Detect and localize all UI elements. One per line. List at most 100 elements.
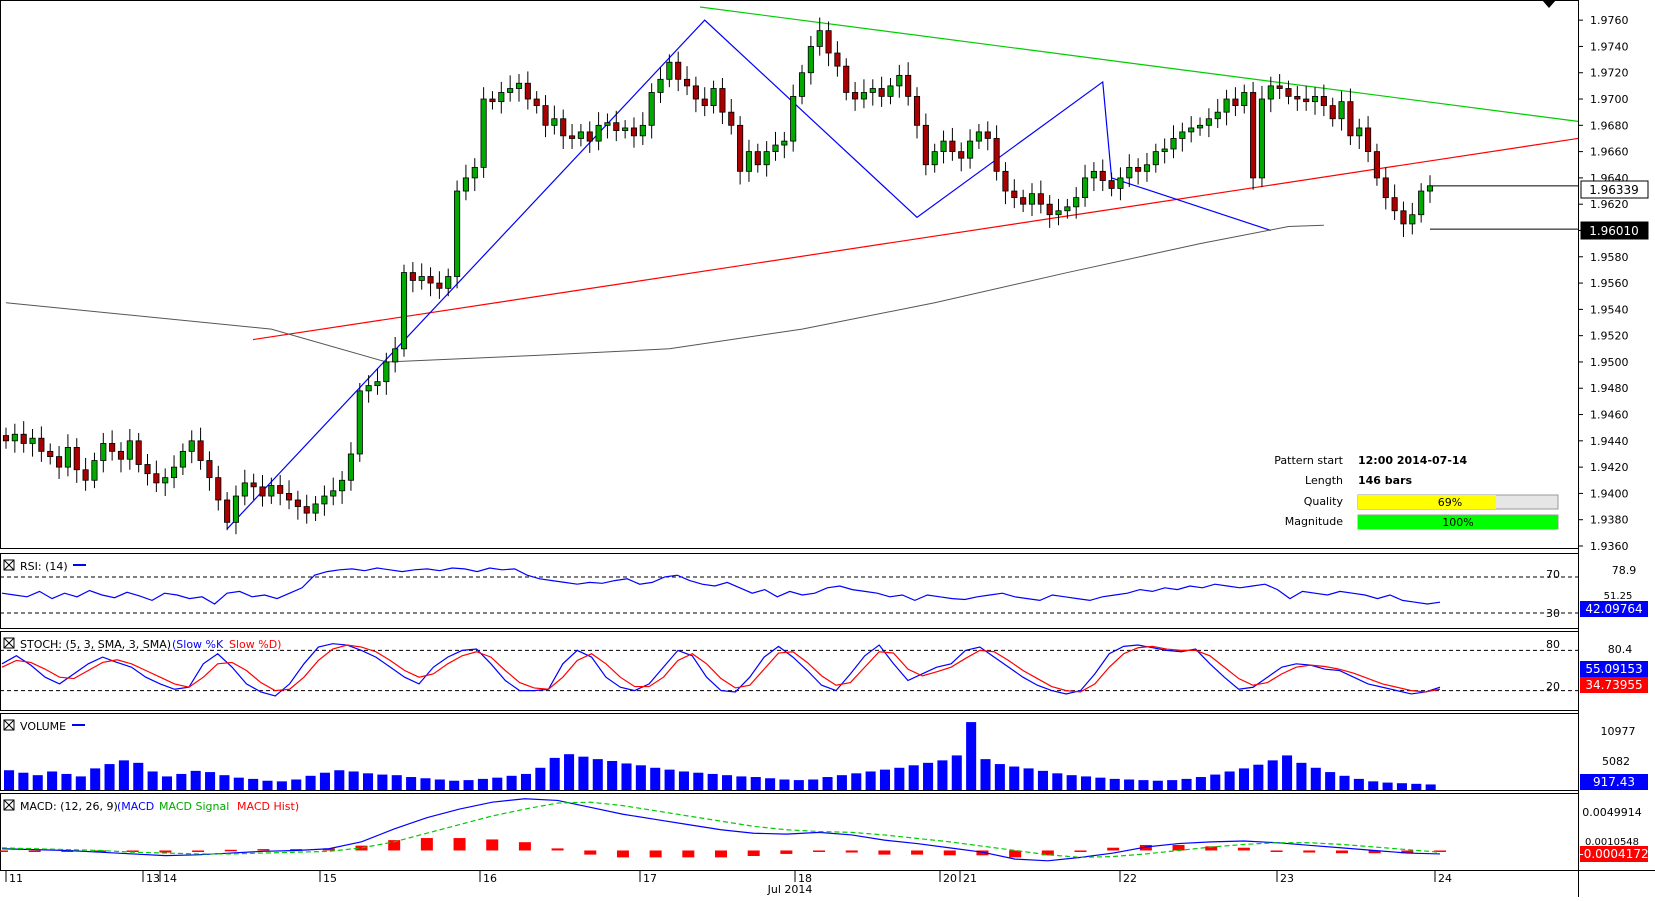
x-tick-label: 22 (1123, 872, 1137, 885)
macd-signal-legend: MACD Signal (159, 800, 229, 813)
rsi-close-icon[interactable] (3, 559, 15, 571)
macd-hist-bar (1009, 850, 1022, 858)
candle-body (1391, 197, 1398, 212)
volume-bar (506, 775, 517, 790)
price-tick-label: 1.9400 (1590, 487, 1629, 500)
volume-bar (1353, 778, 1364, 790)
candle-body (692, 85, 699, 100)
candle-body (1064, 206, 1071, 212)
candle-body (321, 495, 328, 505)
volume-bar (363, 773, 374, 790)
volume-bar (61, 773, 72, 790)
volume-bar (248, 778, 259, 790)
candle-body (1356, 127, 1363, 137)
volume-bar (923, 762, 934, 790)
stoch-k-legend: (Slow %K (172, 638, 224, 651)
volume-bar (1339, 775, 1350, 790)
volume-bar (980, 759, 991, 790)
magnitude-label: Magnitude (1285, 515, 1344, 528)
volume-close-icon[interactable] (3, 719, 15, 731)
candle-body (197, 440, 204, 461)
candle-body (1055, 210, 1062, 216)
stoch-d-line (1, 644, 1441, 693)
candle-body (807, 46, 814, 74)
volume-tick-mid: 5082 (1602, 755, 1630, 768)
stoch-level-20: 20 (1546, 680, 1560, 693)
candle-body (887, 85, 894, 97)
volume-bar (1081, 776, 1092, 790)
candle-body (64, 447, 71, 468)
candle-body (1294, 95, 1301, 100)
price-tick-label: 1.9620 (1590, 198, 1629, 211)
macd-hist-bar (126, 850, 139, 852)
candle-body (303, 506, 310, 514)
candle-body (710, 88, 717, 106)
volume-bar (664, 769, 675, 790)
price-tick-label: 1.9760 (1590, 14, 1629, 27)
rsi-title: RSI: (14) (20, 560, 68, 573)
macd-hist-bar (388, 840, 401, 851)
volume-bar (635, 765, 646, 790)
volume-bar (678, 771, 689, 790)
candle-body (542, 105, 549, 126)
price-tick-label: 1.9660 (1590, 146, 1629, 159)
stoch-close-icon[interactable] (3, 637, 15, 649)
volume-bar (722, 775, 733, 790)
pattern-info: Pattern start 12:00 2014-07-14 Length 14… (1274, 454, 1559, 530)
macd-hist-bar (1139, 844, 1152, 851)
stoch-k-line (1, 643, 1441, 697)
candle-body (975, 131, 982, 142)
volume-plot (4, 722, 1436, 790)
candle-body (241, 482, 248, 497)
price-tick-label: 1.9580 (1590, 251, 1629, 264)
volume-current-value: 917.43 (1593, 775, 1635, 789)
candle-body (905, 74, 912, 97)
candle-body (507, 88, 514, 93)
candle-body (657, 78, 664, 93)
volume-bar (233, 777, 244, 790)
volume-bar (736, 776, 747, 790)
volume-bar (707, 773, 718, 790)
candle-body (162, 477, 169, 484)
scroll-down-icon[interactable] (1542, 0, 1556, 8)
candle-body (1020, 197, 1027, 205)
candle-body (630, 127, 638, 137)
macd-hist-bar (780, 850, 793, 854)
macd-close-icon[interactable] (3, 799, 15, 811)
support-price-text: 1.96010 (1589, 224, 1639, 238)
candle-body (29, 437, 36, 444)
volume-bar (535, 767, 546, 790)
price-tick-label: 1.9720 (1590, 67, 1629, 80)
candle-body (569, 135, 576, 139)
candle-body (445, 276, 452, 289)
candle-body (91, 460, 98, 481)
macd-hist-bar (224, 849, 237, 852)
volume-bar (1238, 768, 1250, 790)
stoch-plot (0, 643, 1578, 697)
candle-body (427, 276, 434, 284)
volume-bar (47, 771, 58, 790)
candle-body (232, 495, 240, 523)
moving-average (5, 224, 1324, 363)
candle-body (418, 276, 425, 281)
candle-body (144, 464, 151, 475)
price-tick-label: 1.9680 (1590, 119, 1629, 132)
candle-body (1250, 92, 1257, 179)
volume-tick-high: 10977 (1601, 725, 1636, 738)
volume-bar (793, 780, 804, 790)
candle-body (312, 503, 319, 514)
candle-body (701, 98, 708, 106)
candle-body (1214, 111, 1221, 120)
rsi-current-label: 42.09764 (1580, 601, 1648, 617)
candle-body (47, 450, 54, 458)
stoch-d-current: 34.73955 (1585, 678, 1642, 692)
candle-body (153, 473, 160, 484)
last-price-label: 1.96339 (1580, 180, 1649, 199)
volume-bar (118, 760, 129, 790)
last-price-text: 1.96339 (1589, 183, 1639, 197)
volume-bar (607, 760, 618, 790)
x-tick-label: 14 (163, 872, 177, 885)
candle-body (852, 92, 859, 100)
